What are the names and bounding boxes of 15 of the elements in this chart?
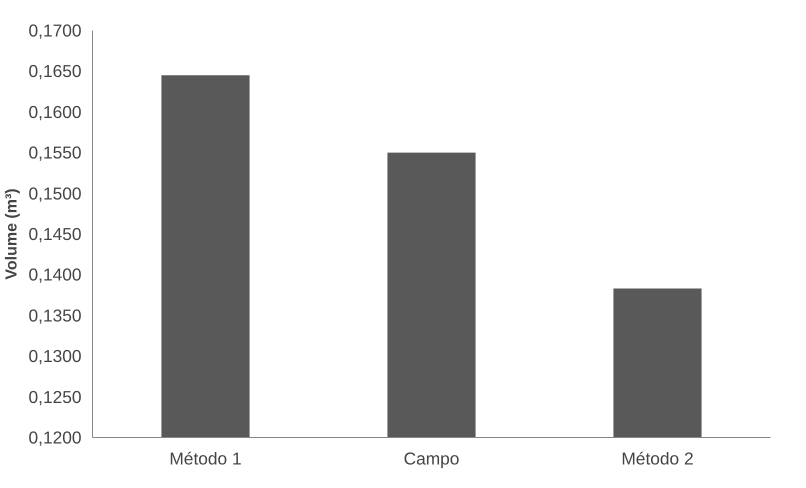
y-tick-label: 0,1650 — [28, 61, 82, 82]
y-tick-label: 0,1450 — [28, 224, 82, 244]
y-tick-label: 0,1350 — [28, 305, 82, 326]
y-axis-title: Volume (m³) — [4, 188, 20, 280]
y-tick-label: 0,1300 — [28, 346, 82, 366]
y-tick-label: 0,1400 — [28, 264, 82, 285]
y-tick-label: 0,1250 — [28, 386, 82, 407]
x-tick-label: Método 2 — [621, 448, 694, 468]
y-tick-label: 0,1600 — [28, 102, 82, 122]
y-tick-label: 0,1500 — [28, 183, 82, 204]
y-tick-label: 0,1700 — [28, 20, 82, 40]
y-tick-label: 0,1550 — [28, 142, 82, 163]
y-tick-label: 0,1200 — [28, 428, 82, 448]
x-tick-label: Campo — [404, 448, 460, 468]
x-tick-label: Método 1 — [169, 448, 242, 468]
